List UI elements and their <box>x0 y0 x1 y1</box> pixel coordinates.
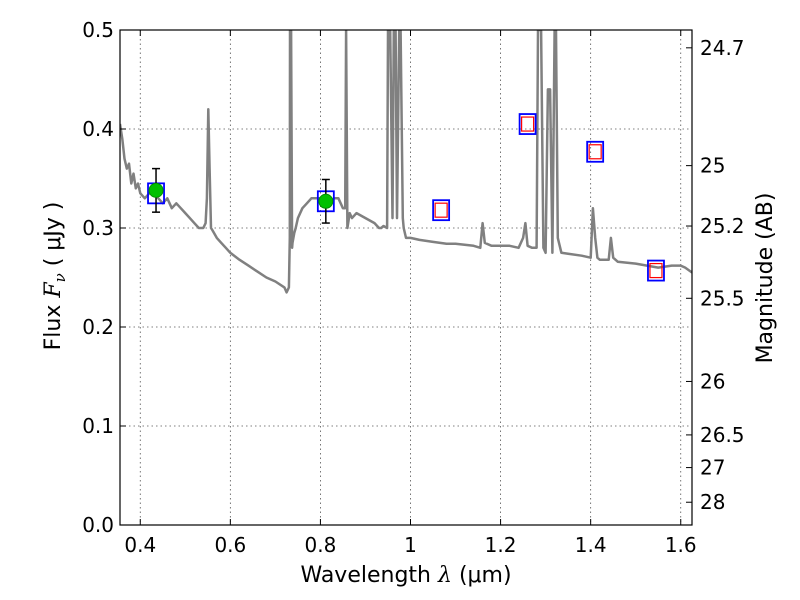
x-axis-unit: (μm) <box>459 563 512 588</box>
x-tick-label: 0.6 <box>214 533 246 557</box>
y-tick-label: 0.2 <box>82 315 114 339</box>
x-tick-label: 1.2 <box>485 533 517 557</box>
ticks: 0.4 0.6 0.8 1 1.2 1.4 1.6 0.0 0.1 0.2 0.3 0.4 0.5 24.… <box>82 18 744 557</box>
model-photometry-marker <box>432 199 451 222</box>
x-tick-label: 0.8 <box>305 533 337 557</box>
data-markers <box>147 113 665 282</box>
observed-point <box>148 182 164 198</box>
y-axis-label: Flux Fν ( μJy ) <box>41 202 69 351</box>
x-tick-label: 1 <box>404 533 417 557</box>
y2-tick-label: 27 <box>700 456 725 480</box>
y2-axis-label: Magnitude (AB) <box>753 193 778 364</box>
x-tick-label: 1.4 <box>575 533 607 557</box>
x-tick-label: 1.6 <box>665 533 697 557</box>
upper-limit-marker <box>649 262 663 279</box>
model-photometry-marker <box>647 259 665 282</box>
x-axis-label-text: Wavelength <box>300 563 431 588</box>
upper-limit-marker <box>588 144 602 160</box>
y-axis-label-text: Flux <box>41 305 66 351</box>
y-tick-label: 0.3 <box>82 216 114 240</box>
upper-limit-marker <box>521 116 535 132</box>
model-photometry-marker <box>586 140 605 163</box>
y-axis-symbol: F <box>41 282 66 299</box>
model-spectrum <box>120 30 692 294</box>
y2-tick-label: 24.7 <box>700 36 745 60</box>
y-axis-symbol-sub: ν <box>51 273 69 282</box>
y-axis-unit: ( μJy ) <box>41 202 66 267</box>
model-photometry-marker <box>518 113 537 135</box>
y-tick-label: 0.5 <box>82 18 114 42</box>
y2-tick-label: 25.5 <box>700 286 745 310</box>
observed-point <box>318 193 334 209</box>
spectrum-line <box>120 30 692 294</box>
x-axis-symbol: λ <box>437 563 452 588</box>
y2-tick-label: 28 <box>700 490 725 514</box>
grid <box>120 30 692 525</box>
y2-tick-label: 26 <box>700 369 725 393</box>
y-tick-label: 0.0 <box>82 513 114 537</box>
y2-tick-label: 26.5 <box>700 423 745 447</box>
x-axis-label: Wavelength λ (μm) <box>300 563 511 588</box>
plot-frame <box>119 29 693 526</box>
y-tick-label: 0.1 <box>82 414 114 438</box>
y-tick-label: 0.4 <box>82 117 114 141</box>
upper-limit-marker <box>434 202 448 218</box>
y2-tick-label: 25 <box>700 154 725 178</box>
x-tick-label: 0.4 <box>124 533 156 557</box>
y2-tick-label: 25.2 <box>700 214 745 238</box>
